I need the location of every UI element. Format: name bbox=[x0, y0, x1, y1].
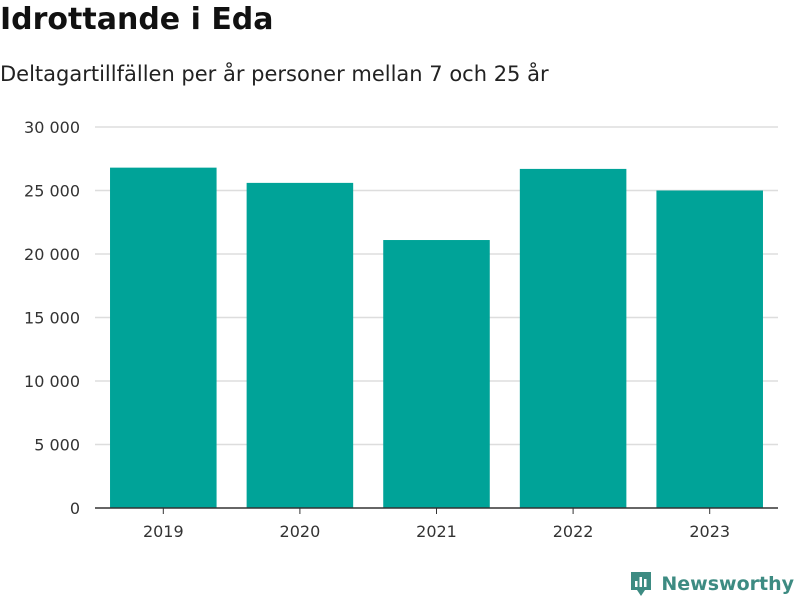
x-tick-label: 2020 bbox=[280, 522, 321, 541]
y-tick-label: 30 000 bbox=[24, 118, 80, 137]
y-tick-label: 20 000 bbox=[24, 245, 80, 264]
x-tick-label: 2022 bbox=[553, 522, 594, 541]
x-tick-label: 2021 bbox=[416, 522, 457, 541]
chart-title: Idrottande i Eda bbox=[0, 2, 274, 37]
y-tick-label: 5 000 bbox=[34, 436, 80, 455]
y-tick-label: 0 bbox=[70, 499, 80, 518]
bar bbox=[656, 190, 763, 508]
newsworthy-logo: Newsworthy bbox=[629, 570, 794, 598]
bar bbox=[110, 167, 217, 508]
bar bbox=[246, 182, 354, 508]
newsworthy-icon bbox=[631, 572, 652, 596]
bar bbox=[383, 240, 490, 508]
bar bbox=[519, 168, 627, 508]
y-tick-label: 25 000 bbox=[24, 182, 80, 201]
chart-subtitle: Deltagartillfällen per år personer mella… bbox=[0, 62, 549, 86]
y-tick-label: 15 000 bbox=[24, 309, 80, 328]
x-tick-label: 2019 bbox=[143, 522, 184, 541]
x-tick-label: 2023 bbox=[689, 522, 730, 541]
brand-name: Newsworthy bbox=[661, 573, 794, 595]
y-tick-label: 10 000 bbox=[24, 372, 80, 391]
